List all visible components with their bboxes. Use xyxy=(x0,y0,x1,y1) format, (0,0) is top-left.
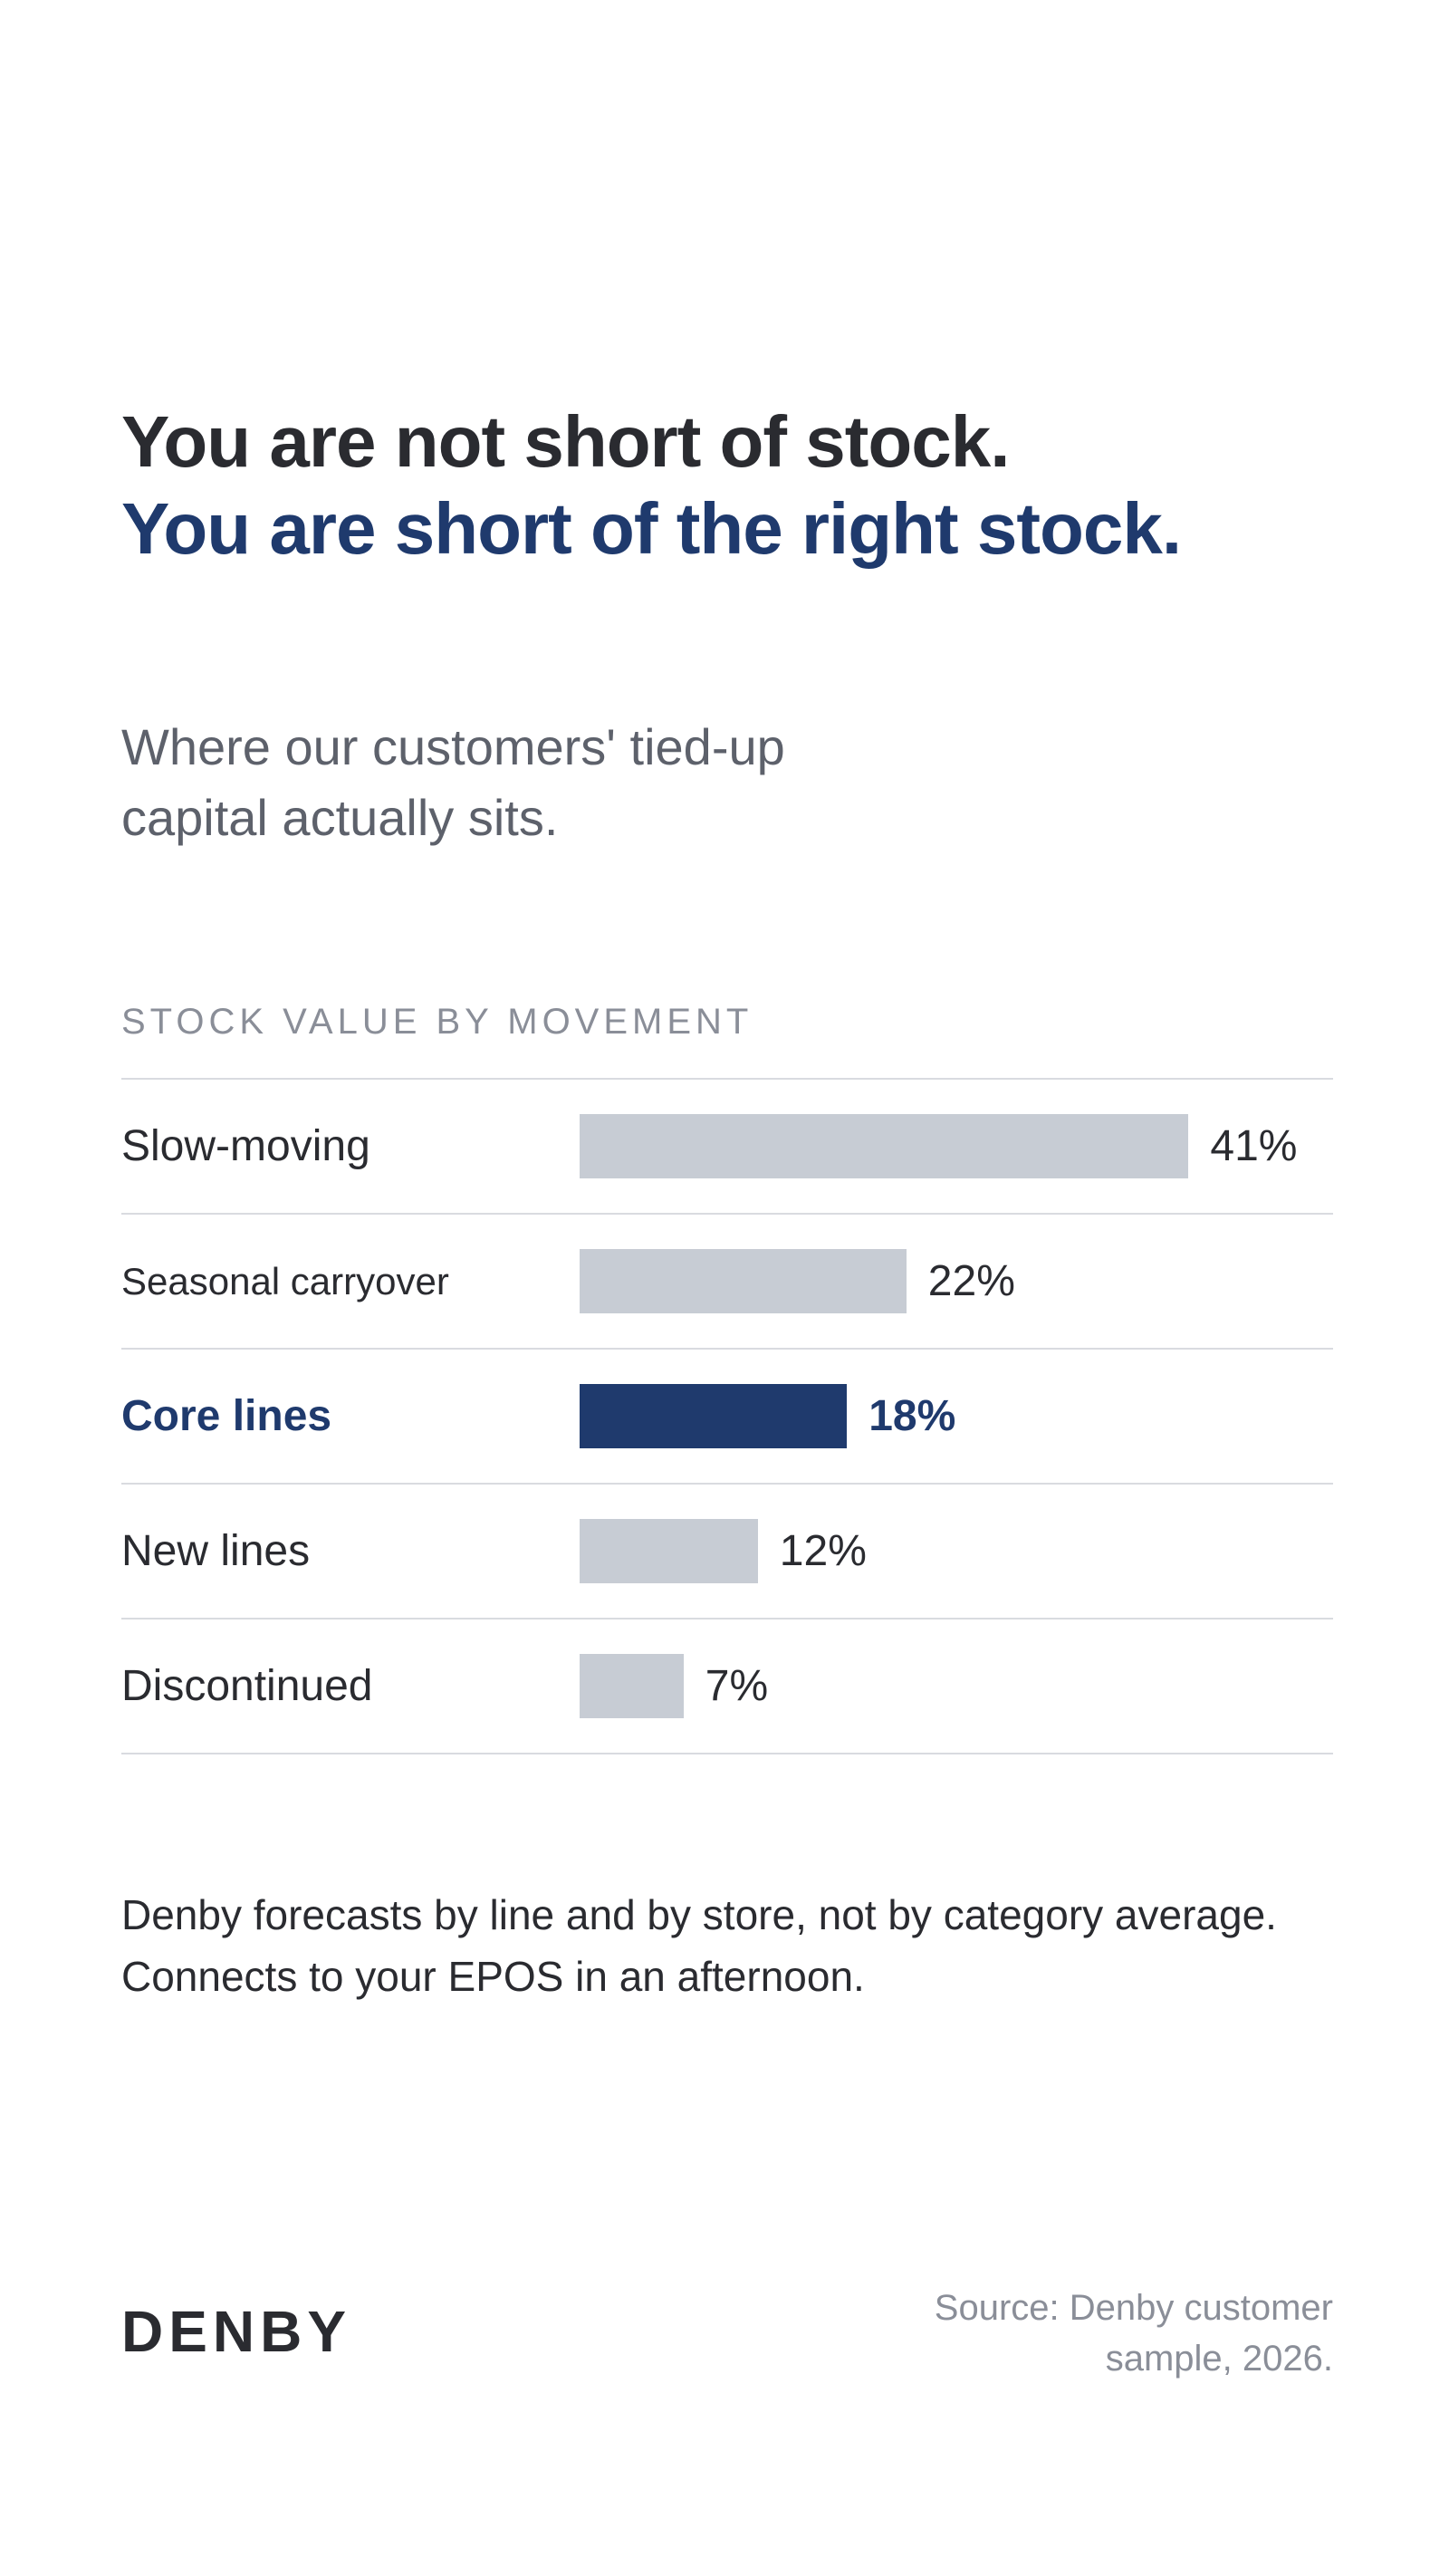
page: You are not short of stock. You are shor… xyxy=(121,0,1333,2576)
category-label: Core lines xyxy=(121,1392,332,1440)
subhead: Where our customers' tied-up capital act… xyxy=(121,718,785,846)
bar xyxy=(580,1249,907,1313)
bar xyxy=(580,1654,684,1718)
value-label: 12% xyxy=(779,1527,867,1575)
bar xyxy=(580,1114,1189,1178)
body-copy: Denby forecasts by line and by store, no… xyxy=(121,1891,1277,2000)
value-label: 7% xyxy=(705,1662,769,1710)
headline: You are not short of stock. You are shor… xyxy=(121,399,1333,572)
category-label: Seasonal carryover xyxy=(121,1260,449,1302)
chart-row: New lines 12% xyxy=(121,1485,1333,1620)
bar xyxy=(580,1384,848,1448)
value-label: 41% xyxy=(1210,1122,1298,1170)
headline-line-1: You are not short of stock. xyxy=(121,401,1011,482)
category-label: Slow-moving xyxy=(121,1122,370,1170)
chart-row: Seasonal carryover 22% xyxy=(121,1215,1333,1350)
bar-chart: Slow-moving 41% Seasonal carryover 22% Core … xyxy=(121,1078,1333,1754)
value-label: 18% xyxy=(868,1392,956,1440)
source-note: Source: Denby customer sample, 2026. xyxy=(934,2288,1333,2379)
chart-row: Slow-moving 41% xyxy=(121,1080,1333,1215)
chart-row: Discontinued 7% xyxy=(121,1620,1333,1754)
category-label: New lines xyxy=(121,1527,311,1575)
headline-line-2: You are short of the right stock. xyxy=(121,488,1182,569)
bar xyxy=(580,1519,758,1583)
denby-logo: DENBY xyxy=(121,2299,352,2364)
chart-row: Core lines 18% xyxy=(121,1350,1333,1485)
chart-title: STOCK VALUE BY MOVEMENT xyxy=(121,1002,753,1042)
value-label: 22% xyxy=(927,1257,1015,1305)
category-label: Discontinued xyxy=(121,1662,373,1710)
